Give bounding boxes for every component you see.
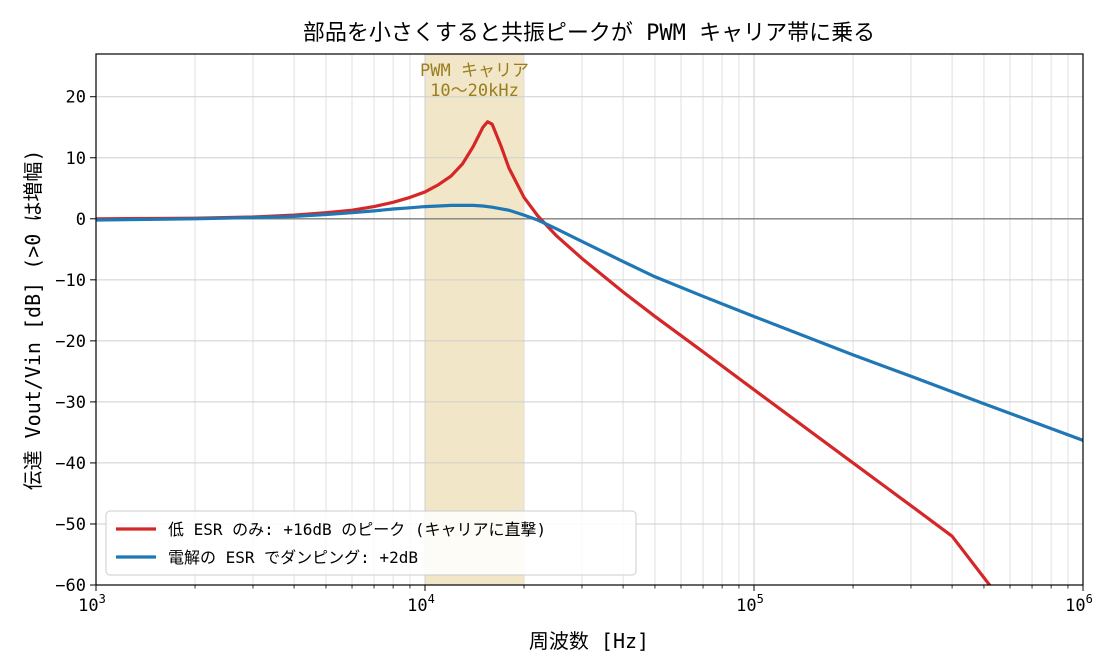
series-group: [96, 120, 1083, 585]
y-tick-label: −50: [55, 515, 86, 535]
y-tick-label: 10: [66, 149, 86, 169]
y-tick-label: 0: [76, 210, 86, 230]
x-tick-label: 103: [78, 592, 106, 616]
band-label-range: 10〜20kHz: [430, 81, 519, 101]
y-tick-label: 20: [66, 88, 86, 108]
y-tick-label: −40: [55, 454, 86, 474]
y-tick-label: −10: [55, 271, 86, 291]
x-axis-title: 周波数 [Hz]: [529, 629, 649, 653]
series-line-2: [96, 203, 1083, 442]
legend: 低 ESR のみ: +16dB のピーク (キャリアに直撃) 電解の ESR でダ…: [105, 510, 637, 576]
plot-area: PWM キャリア10〜20kHz20100−10−20−30−40−50−601…: [55, 53, 1093, 616]
legend-label-2: 電解の ESR でダンピング: +2dB: [168, 548, 418, 567]
series-line-1: [96, 120, 992, 585]
y-tick-label: −60: [55, 576, 86, 596]
y-tick-label: −30: [55, 393, 86, 413]
legend-box: [105, 510, 637, 576]
x-tick-label: 106: [1065, 592, 1093, 616]
pwm-carrier-band: [425, 54, 525, 585]
band-label-title: PWM キャリア: [420, 61, 529, 81]
axes-frame: [95, 53, 1084, 586]
x-tick-label: 105: [736, 592, 764, 616]
legend-label-1: 低 ESR のみ: +16dB のピーク (キャリアに直撃): [168, 520, 546, 539]
chart-title: 部品を小さくすると共振ピークが PWM キャリア帯に乗る: [303, 21, 875, 46]
grid: [95, 54, 1084, 586]
y-tick-label: −20: [55, 332, 86, 352]
y-axis-title: 伝達 Vout/Vin [dB] (>0 は増幅): [21, 150, 45, 491]
x-tick-label: 104: [407, 592, 435, 616]
